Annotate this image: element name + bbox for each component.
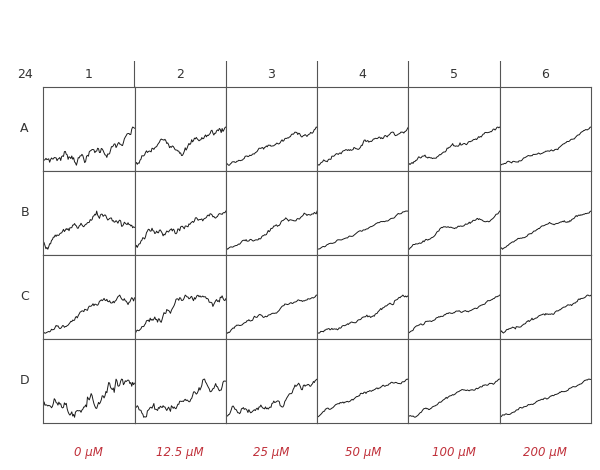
Text: 5: 5 bbox=[450, 68, 458, 80]
Text: 4: 4 bbox=[359, 68, 367, 80]
Text: 6: 6 bbox=[541, 68, 549, 80]
Text: D: D bbox=[20, 375, 29, 387]
Text: 1: 1 bbox=[85, 68, 93, 80]
Text: 3: 3 bbox=[268, 68, 275, 80]
Text: 12.5 μM: 12.5 μM bbox=[157, 446, 204, 459]
Text: 200 μM: 200 μM bbox=[523, 446, 567, 459]
Text: C: C bbox=[20, 290, 29, 304]
Text: 0 μM: 0 μM bbox=[74, 446, 103, 459]
Text: 100 μM: 100 μM bbox=[432, 446, 476, 459]
Text: 2: 2 bbox=[176, 68, 184, 80]
Text: 25 μM: 25 μM bbox=[253, 446, 290, 459]
Text: 24: 24 bbox=[17, 68, 32, 80]
Text: 50 μM: 50 μM bbox=[344, 446, 381, 459]
Text: A: A bbox=[20, 123, 29, 135]
Text: B: B bbox=[20, 206, 29, 219]
